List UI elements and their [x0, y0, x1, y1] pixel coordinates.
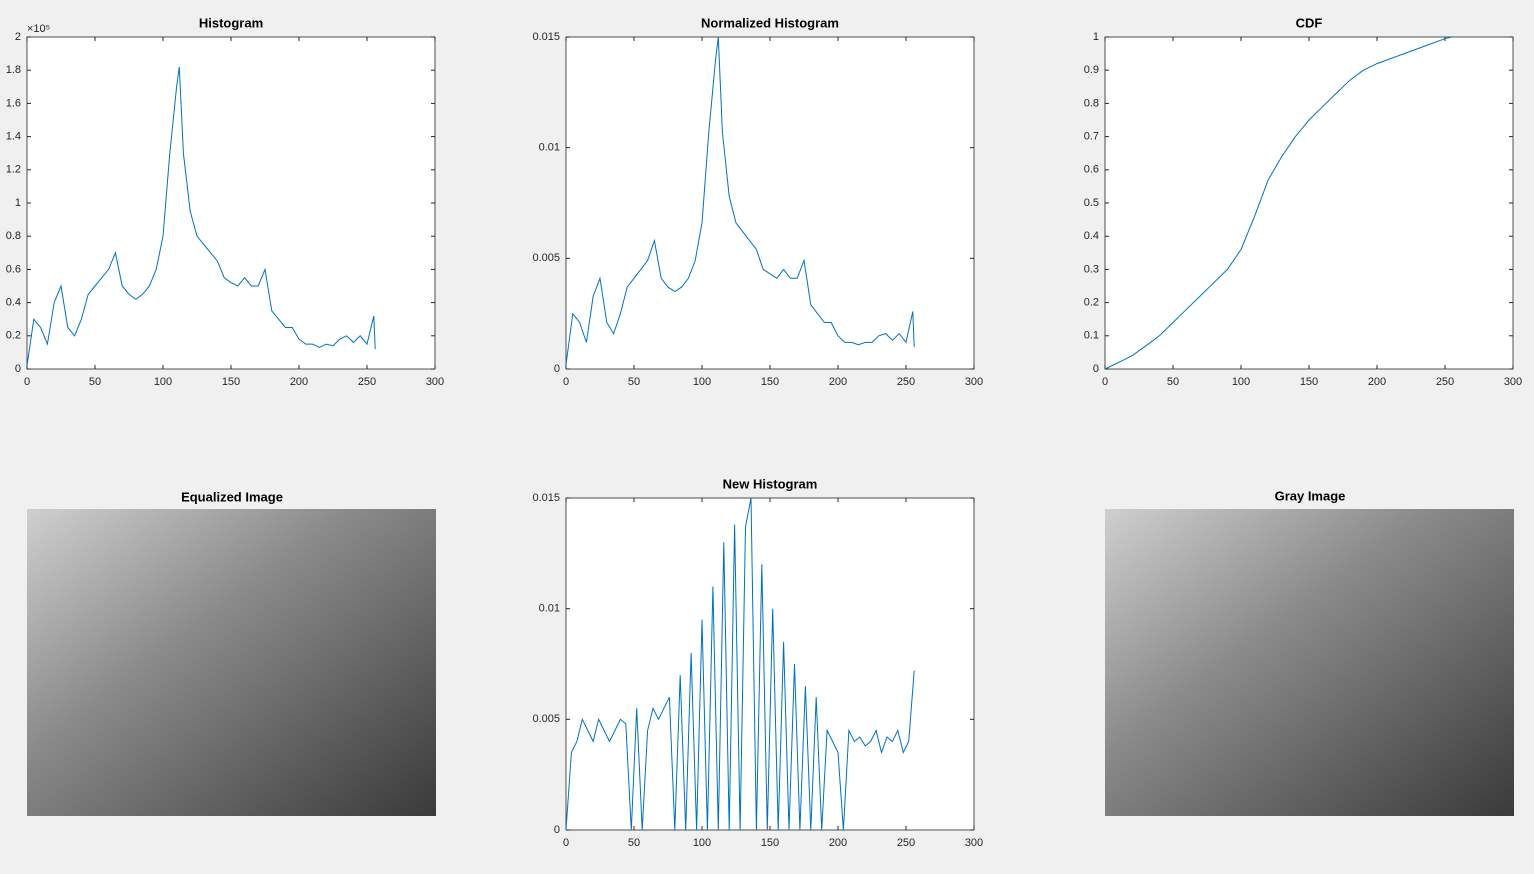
y-tick-label: 1.4	[6, 131, 21, 143]
y-tick-label: 0.015	[532, 492, 560, 504]
y-tick-label: 0	[15, 363, 21, 375]
y-tick-label: 0.1	[1084, 330, 1099, 342]
x-tick-label: 250	[897, 837, 915, 849]
y-tick-label: 0.4	[1084, 230, 1099, 242]
y-tick-label: 0	[1093, 363, 1099, 375]
x-tick-label: 0	[24, 376, 30, 388]
x-tick-label: 100	[693, 837, 711, 849]
y-tick-label: 1	[15, 197, 21, 209]
y-tick-label: 0.5	[1084, 197, 1099, 209]
line-series	[565, 36, 915, 365]
x-tick-label: 300	[965, 837, 983, 849]
x-tick-label: 50	[628, 837, 640, 849]
y-tick-label: 2	[15, 31, 21, 43]
y-tick-label: 0.015	[532, 31, 560, 43]
x-tick-label: 100	[1232, 376, 1250, 388]
x-tick-label: 150	[761, 837, 779, 849]
axes-background	[565, 497, 975, 831]
y-tick-label: 1.2	[6, 164, 21, 176]
x-tick-label: 50	[1167, 376, 1179, 388]
chart-title: Histogram	[199, 15, 263, 30]
x-tick-label: 150	[761, 376, 779, 388]
x-tick-label: 100	[154, 376, 172, 388]
y-tick-label: 0.6	[6, 263, 21, 275]
x-tick-label: 0	[563, 837, 569, 849]
y-tick-label: 0.01	[539, 142, 560, 154]
y-tick-label: 0	[554, 824, 560, 836]
x-tick-label: 300	[1504, 376, 1522, 388]
y-tick-label: 1	[1093, 31, 1099, 43]
x-tick-label: 50	[89, 376, 101, 388]
y-tick-label: 0.4	[6, 297, 21, 309]
y-tick-label: 0.8	[1084, 97, 1099, 109]
x-tick-label: 250	[358, 376, 376, 388]
chart-title: Normalized Histogram	[701, 15, 839, 30]
axes-background	[565, 36, 975, 370]
line-series	[565, 497, 915, 831]
x-tick-label: 150	[222, 376, 240, 388]
line-series	[1104, 36, 1452, 370]
x-tick-label: 300	[426, 376, 444, 388]
y-tick-label: 0.2	[1084, 297, 1099, 309]
y-tick-label: 0.3	[1084, 263, 1099, 275]
x-tick-label: 0	[1102, 376, 1108, 388]
y-tick-label: 1.8	[6, 64, 21, 76]
y-tick-label: 1.6	[6, 97, 21, 109]
y-tick-label: 0.6	[1084, 164, 1099, 176]
y-tick-label: 0.2	[6, 330, 21, 342]
x-tick-label: 50	[628, 376, 640, 388]
line-series	[26, 66, 376, 366]
y-tick-label: 0.01	[539, 603, 560, 615]
x-tick-label: 250	[897, 376, 915, 388]
x-tick-label: 200	[829, 837, 847, 849]
image-title: Gray Image	[1275, 488, 1346, 503]
x-tick-label: 0	[563, 376, 569, 388]
equalized-image	[27, 509, 436, 816]
chart-title: New Histogram	[723, 476, 818, 491]
axes-background	[1104, 36, 1514, 370]
chart-title: CDF	[1296, 15, 1323, 30]
x-tick-label: 200	[290, 376, 308, 388]
x-tick-label: 200	[829, 376, 847, 388]
x-tick-label: 250	[1436, 376, 1454, 388]
y-tick-label: 0	[554, 363, 560, 375]
x-tick-label: 300	[965, 376, 983, 388]
axes-background	[26, 36, 436, 370]
y-tick-label: 0.005	[532, 252, 560, 264]
x-tick-label: 200	[1368, 376, 1386, 388]
y-tick-label: 0.7	[1084, 131, 1099, 143]
y-tick-label: 0.8	[6, 230, 21, 242]
x-tick-label: 150	[1300, 376, 1318, 388]
gray-image	[1105, 509, 1514, 816]
image-title: Equalized Image	[181, 489, 283, 504]
y-exponent: ×10⁵	[27, 23, 50, 35]
y-tick-label: 0.005	[532, 713, 560, 725]
y-tick-label: 0.9	[1084, 64, 1099, 76]
x-tick-label: 100	[693, 376, 711, 388]
